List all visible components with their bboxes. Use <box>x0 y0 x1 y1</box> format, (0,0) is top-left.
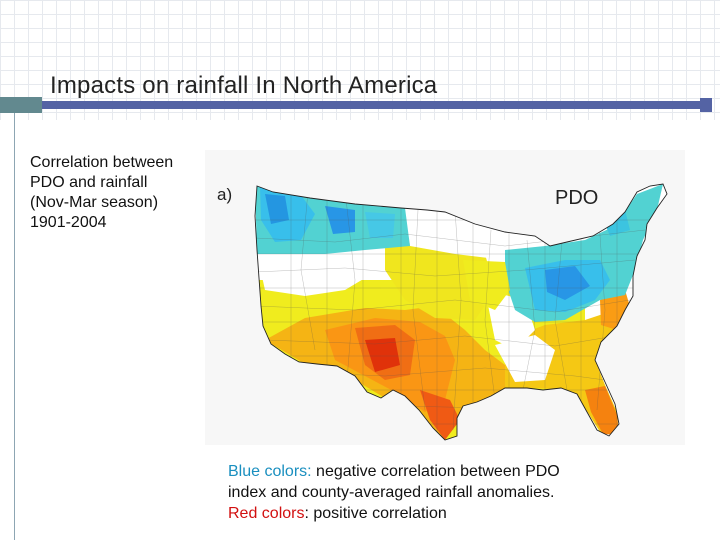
slide-title: Impacts on rainfall In North America <box>50 72 438 99</box>
panel-label: a) <box>217 185 232 204</box>
title-area: Impacts on rainfall In North America <box>0 0 720 125</box>
blue-colors-description: negative correlation between PDO <box>311 463 560 480</box>
index-label: PDO <box>555 187 598 209</box>
description-line: PDO and rainfall <box>30 174 148 191</box>
description-line: 1901-2004 <box>30 214 107 231</box>
title-accent-bar <box>42 101 710 109</box>
red-colors-label: Red colors <box>228 505 305 522</box>
red-colors-description: : positive correlation <box>304 505 447 522</box>
blue-colors-label: Blue colors: <box>228 463 312 480</box>
color-legend-text: Blue colors: negative correlation betwee… <box>228 461 698 524</box>
correlation-map: a) PDO <box>205 150 685 445</box>
title-grid-background <box>0 0 720 120</box>
left-rule <box>14 113 15 540</box>
map-fill <box>255 184 667 440</box>
us-rainfall-correlation-map: a) PDO <box>217 183 668 441</box>
description-line: Correlation between <box>30 154 174 171</box>
blue-legend-line: Blue colors: negative correlation betwee… <box>228 461 698 482</box>
us-outline <box>254 183 668 441</box>
county-boundaries <box>255 184 665 440</box>
description-line: (Nov-Mar season) <box>30 194 159 211</box>
title-accent-end <box>700 98 712 112</box>
title-accent-square <box>0 97 42 113</box>
map-description: Correlation between PDO and rainfall (No… <box>30 153 210 233</box>
red-legend-line: Red colors: positive correlation <box>228 503 698 524</box>
blue-legend-line-2: index and county-averaged rainfall anoma… <box>228 484 555 501</box>
